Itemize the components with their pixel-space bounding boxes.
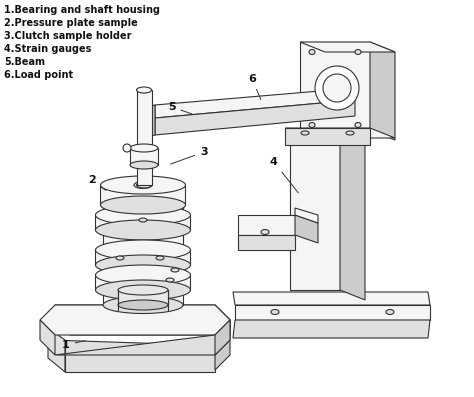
Ellipse shape	[171, 268, 179, 272]
Ellipse shape	[355, 50, 361, 54]
Polygon shape	[300, 42, 395, 52]
Text: 4: 4	[270, 157, 298, 193]
Ellipse shape	[301, 131, 309, 135]
Polygon shape	[295, 215, 318, 243]
Text: 6.Load point: 6.Load point	[4, 70, 73, 80]
Ellipse shape	[346, 131, 354, 135]
Ellipse shape	[323, 74, 351, 102]
Polygon shape	[40, 305, 230, 335]
Ellipse shape	[137, 182, 152, 188]
Ellipse shape	[118, 285, 168, 295]
Polygon shape	[215, 335, 230, 370]
Ellipse shape	[103, 297, 183, 314]
Ellipse shape	[95, 240, 191, 260]
Polygon shape	[155, 100, 355, 135]
Polygon shape	[95, 250, 190, 265]
Ellipse shape	[134, 181, 152, 189]
Ellipse shape	[139, 218, 147, 222]
Polygon shape	[48, 322, 65, 372]
Polygon shape	[40, 320, 55, 355]
Polygon shape	[100, 185, 185, 205]
Polygon shape	[285, 128, 395, 138]
Ellipse shape	[100, 196, 185, 214]
Text: 6: 6	[248, 74, 261, 100]
Polygon shape	[215, 320, 230, 355]
Ellipse shape	[309, 50, 315, 54]
Polygon shape	[340, 130, 365, 300]
Polygon shape	[95, 275, 190, 290]
Polygon shape	[137, 90, 152, 185]
Polygon shape	[295, 208, 318, 223]
Text: 4.Strain gauges: 4.Strain gauges	[4, 44, 91, 54]
Text: 2: 2	[88, 175, 106, 190]
Polygon shape	[103, 205, 183, 305]
Polygon shape	[130, 148, 158, 165]
Ellipse shape	[309, 123, 315, 127]
Ellipse shape	[95, 265, 191, 285]
Polygon shape	[144, 105, 155, 138]
Polygon shape	[370, 42, 395, 140]
Polygon shape	[155, 88, 355, 118]
Ellipse shape	[95, 280, 191, 300]
Polygon shape	[238, 235, 295, 250]
Polygon shape	[290, 130, 340, 290]
Text: 2.Pressure plate sample: 2.Pressure plate sample	[4, 18, 138, 28]
Text: 1: 1	[62, 340, 85, 350]
Ellipse shape	[355, 123, 361, 127]
Polygon shape	[235, 305, 430, 320]
Text: 3: 3	[171, 147, 208, 164]
Polygon shape	[65, 340, 215, 372]
Ellipse shape	[137, 87, 152, 93]
Ellipse shape	[130, 144, 158, 152]
Ellipse shape	[118, 300, 168, 310]
Text: 1.Bearing and shaft housing: 1.Bearing and shaft housing	[4, 5, 160, 15]
Polygon shape	[118, 290, 168, 305]
Ellipse shape	[116, 256, 124, 260]
Ellipse shape	[386, 310, 394, 314]
Ellipse shape	[315, 66, 359, 110]
Text: 3.Clutch sample holder: 3.Clutch sample holder	[4, 31, 131, 41]
Ellipse shape	[271, 310, 279, 314]
Polygon shape	[215, 305, 230, 345]
Ellipse shape	[261, 229, 269, 235]
Ellipse shape	[100, 176, 185, 194]
Text: 5: 5	[168, 102, 192, 114]
Ellipse shape	[130, 161, 158, 169]
Polygon shape	[290, 130, 365, 140]
Polygon shape	[285, 128, 370, 145]
Polygon shape	[300, 42, 370, 130]
Ellipse shape	[123, 144, 131, 152]
Polygon shape	[55, 335, 230, 355]
Ellipse shape	[95, 220, 191, 240]
Ellipse shape	[95, 255, 191, 275]
Polygon shape	[233, 292, 430, 305]
Ellipse shape	[166, 278, 174, 282]
Polygon shape	[48, 305, 230, 335]
Text: 5.Beam: 5.Beam	[4, 57, 45, 67]
Polygon shape	[233, 320, 430, 338]
Polygon shape	[95, 215, 190, 230]
Ellipse shape	[156, 256, 164, 260]
Polygon shape	[238, 215, 295, 235]
Ellipse shape	[95, 205, 191, 225]
Ellipse shape	[103, 197, 183, 214]
